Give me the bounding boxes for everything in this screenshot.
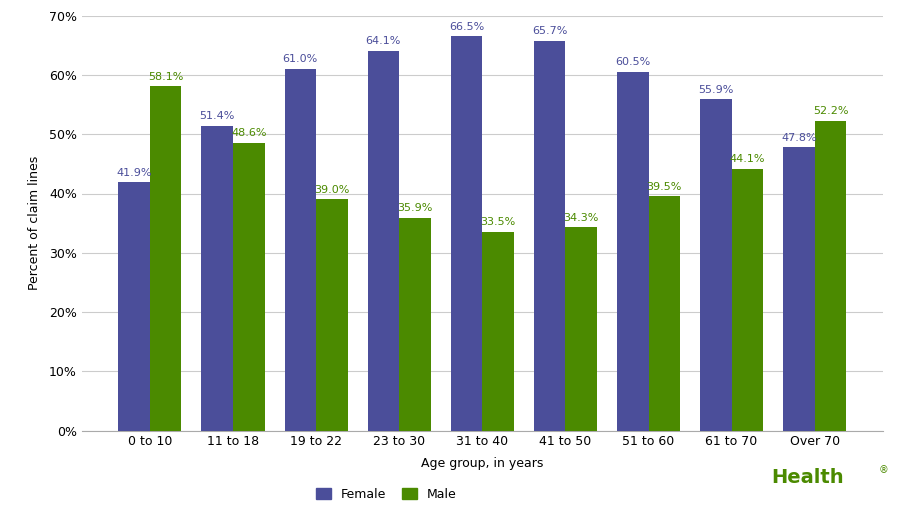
Text: Health: Health xyxy=(771,468,844,487)
Bar xyxy=(482,232,514,430)
Text: 35.9%: 35.9% xyxy=(398,203,432,213)
Bar xyxy=(700,99,732,430)
Text: 66.5%: 66.5% xyxy=(449,22,484,32)
Text: 52.2%: 52.2% xyxy=(813,107,848,117)
Bar xyxy=(285,69,316,430)
Legend: Female, Male: Female, Male xyxy=(310,482,462,507)
Text: FAIR: FAIR xyxy=(672,468,721,487)
Bar xyxy=(316,200,348,430)
Bar xyxy=(649,196,680,430)
Text: ®: ® xyxy=(878,465,888,475)
Bar xyxy=(534,41,565,430)
Text: 61.0%: 61.0% xyxy=(283,54,318,65)
Text: 65.7%: 65.7% xyxy=(532,26,567,37)
Text: 41.9%: 41.9% xyxy=(116,167,152,177)
Text: 47.8%: 47.8% xyxy=(781,132,817,143)
Bar xyxy=(617,72,649,430)
Bar xyxy=(233,143,265,430)
Text: 64.1%: 64.1% xyxy=(366,36,401,46)
Bar xyxy=(450,37,482,430)
X-axis label: Age group, in years: Age group, in years xyxy=(421,457,543,470)
Text: 51.4%: 51.4% xyxy=(199,111,235,121)
Bar xyxy=(565,227,597,430)
Text: 58.1%: 58.1% xyxy=(148,71,183,81)
Text: 48.6%: 48.6% xyxy=(231,128,267,138)
Text: 39.5%: 39.5% xyxy=(647,182,682,192)
Bar xyxy=(368,51,399,430)
Text: 34.3%: 34.3% xyxy=(563,213,599,223)
Bar xyxy=(201,126,233,430)
Bar xyxy=(399,218,430,430)
Text: 55.9%: 55.9% xyxy=(698,85,733,94)
Bar xyxy=(814,121,846,430)
Y-axis label: Percent of claim lines: Percent of claim lines xyxy=(27,156,41,290)
Text: 33.5%: 33.5% xyxy=(480,217,516,227)
Text: 60.5%: 60.5% xyxy=(615,57,651,67)
Text: 44.1%: 44.1% xyxy=(730,154,765,164)
Bar xyxy=(150,86,181,430)
Text: 39.0%: 39.0% xyxy=(314,185,349,195)
Bar xyxy=(118,182,150,430)
Bar xyxy=(784,148,814,430)
Bar xyxy=(732,169,763,430)
